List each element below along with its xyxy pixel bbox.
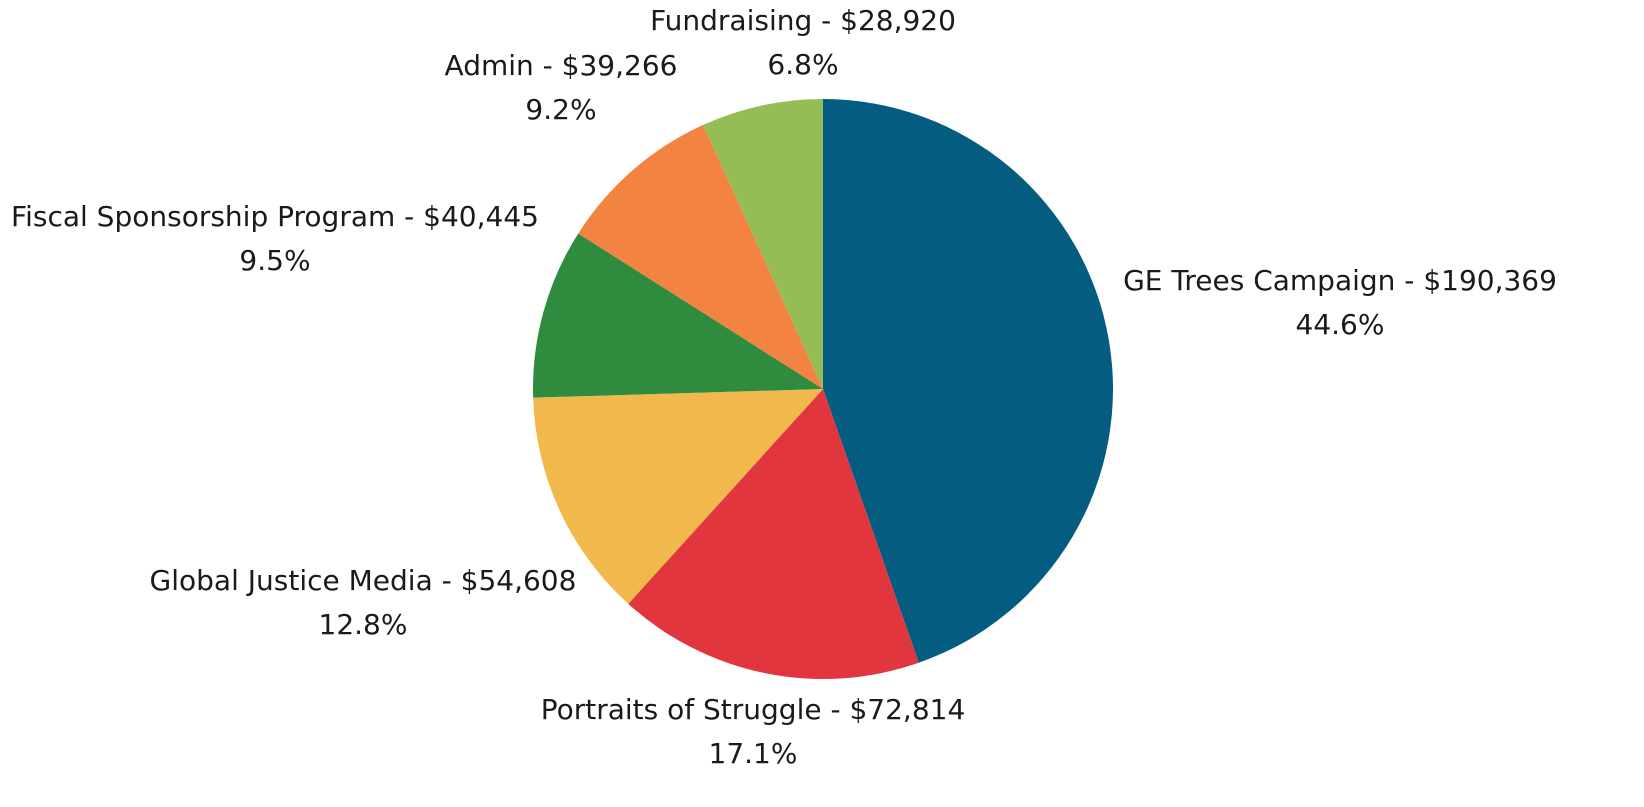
slice-label: Fiscal Sponsorship Program - $40,445: [11, 200, 539, 233]
slice-percent: 9.5%: [239, 244, 310, 277]
pie-slice: [533, 233, 823, 398]
slice-label: Admin - $39,266: [445, 49, 678, 82]
slice-percent: 9.2%: [525, 93, 596, 126]
pie-slice: [823, 99, 1114, 663]
pie-slice: [578, 124, 823, 390]
slice-label: GE Trees Campaign - $190,369: [1123, 264, 1557, 297]
slice-percent: 44.6%: [1296, 308, 1385, 341]
slice-percent: 12.8%: [319, 608, 408, 641]
pie-slice: [533, 389, 823, 604]
pie-slice: [703, 99, 823, 389]
slice-label: Fundraising - $28,920: [650, 4, 956, 37]
slice-label: Portraits of Struggle - $72,814: [541, 693, 966, 726]
pie-slice: [628, 389, 919, 680]
slice-percent: 6.8%: [767, 48, 838, 81]
slice-percent: 17.1%: [709, 737, 798, 770]
slice-label: Global Justice Media - $54,608: [150, 564, 577, 597]
